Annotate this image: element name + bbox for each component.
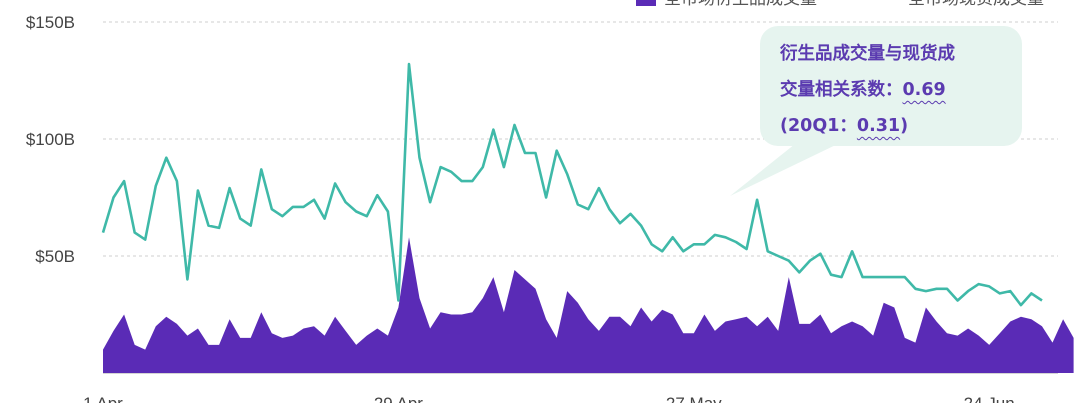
- correlation-value: 0.69: [902, 80, 946, 100]
- spot-line: [101, 62, 1043, 307]
- callout-line-1: 衍生品成交量与现货成: [780, 44, 955, 64]
- correlation-callout: [760, 26, 1022, 146]
- y-axis-ticks: $150B $100B $50B: [26, 13, 75, 266]
- y-tick-label: $150B: [26, 13, 75, 32]
- legend-derivatives-label: 全市场衍生品成交量: [664, 0, 817, 9]
- y-tick-label: $50B: [35, 247, 75, 266]
- callout-line-2-prefix: 交量相关系数：: [780, 80, 903, 100]
- callout-line-3-suffix: ): [900, 116, 909, 136]
- legend: 全市场衍生品成交量 全市场现货成交量: [636, 0, 1044, 9]
- spot-line-layer: [101, 62, 1043, 307]
- q1-correlation-value: 0.31: [856, 116, 901, 136]
- x-tick-label: 29 Apr: [374, 394, 423, 403]
- x-tick-label: 27 May: [666, 394, 722, 403]
- correlation-callout-text: 衍生品成交量与现货成 交量相关系数：0.69 (20Q1：0.31): [780, 36, 1020, 144]
- callout-line-3-prefix: (20Q1：: [780, 116, 857, 136]
- legend-spot-label: 全市场现货成交量: [908, 0, 1044, 9]
- derivatives-area-layer: [103, 237, 1074, 373]
- x-tick-label: 24 Jun: [964, 394, 1015, 403]
- derivatives-area: [103, 237, 1074, 373]
- callout-line-3: (20Q1：0.31): [780, 108, 1020, 144]
- x-axis-ticks: 1 Apr 29 Apr 27 May 24 Jun: [83, 394, 1015, 403]
- callout-line-2: 交量相关系数：0.69: [780, 72, 1020, 108]
- x-tick-label: 1 Apr: [83, 394, 123, 403]
- legend-derivatives-swatch: [636, 0, 656, 6]
- y-tick-label: $100B: [26, 130, 75, 149]
